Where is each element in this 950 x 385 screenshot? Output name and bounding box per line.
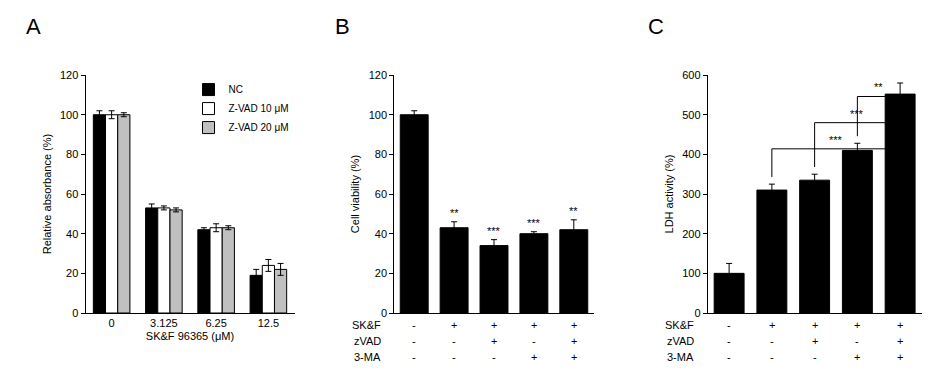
svg-text:+: + — [571, 351, 577, 363]
svg-text:40: 40 — [375, 228, 387, 240]
svg-text:***: *** — [527, 217, 541, 229]
svg-text:0: 0 — [72, 307, 78, 319]
svg-text:zVAD: zVAD — [667, 335, 694, 347]
svg-text:+: + — [531, 319, 537, 331]
svg-text:-: - — [727, 351, 731, 363]
svg-text:600: 600 — [682, 69, 700, 81]
svg-text:500: 500 — [682, 109, 700, 121]
svg-text:***: *** — [850, 108, 864, 120]
svg-text:-: - — [412, 335, 416, 347]
svg-text:**: ** — [450, 207, 459, 219]
svg-text:-: - — [770, 351, 774, 363]
svg-text:+: + — [897, 319, 903, 331]
svg-text:+: + — [451, 319, 457, 331]
svg-text:**: ** — [874, 81, 883, 93]
svg-text:80: 80 — [375, 148, 387, 160]
svg-text:-: - — [855, 335, 859, 347]
svg-text:3-MA: 3-MA — [354, 351, 381, 363]
svg-text:60: 60 — [66, 188, 78, 200]
svg-text:100: 100 — [60, 109, 78, 121]
svg-text:200: 200 — [682, 228, 700, 240]
svg-text:-: - — [770, 335, 774, 347]
svg-text:+: + — [531, 351, 537, 363]
svg-text:100: 100 — [369, 109, 387, 121]
svg-text:NC: NC — [229, 84, 243, 95]
svg-text:Z-VAD 10 μM: Z-VAD 10 μM — [229, 103, 289, 114]
svg-text:+: + — [854, 351, 860, 363]
svg-text:-: - — [532, 335, 536, 347]
svg-text:C: C — [648, 14, 664, 39]
svg-text:**: ** — [569, 205, 578, 217]
svg-text:B: B — [335, 14, 350, 39]
svg-text:***: *** — [829, 134, 843, 146]
svg-text:120: 120 — [369, 69, 387, 81]
svg-text:LDH activity (%): LDH activity (%) — [663, 155, 675, 234]
svg-text:+: + — [812, 335, 818, 347]
svg-text:100: 100 — [682, 267, 700, 279]
svg-text:60: 60 — [375, 188, 387, 200]
svg-text:+: + — [769, 319, 775, 331]
svg-text:-: - — [727, 319, 731, 331]
svg-text:+: + — [897, 335, 903, 347]
svg-text:-: - — [492, 351, 496, 363]
svg-text:3.125: 3.125 — [150, 317, 178, 329]
svg-text:+: + — [571, 335, 577, 347]
svg-text:400: 400 — [682, 148, 700, 160]
svg-text:80: 80 — [66, 148, 78, 160]
svg-text:zVAD: zVAD — [354, 335, 381, 347]
svg-text:+: + — [897, 351, 903, 363]
svg-text:-: - — [452, 351, 456, 363]
svg-text:-: - — [452, 335, 456, 347]
svg-text:40: 40 — [66, 228, 78, 240]
svg-text:+: + — [491, 335, 497, 347]
svg-text:Cell viability (%): Cell viability (%) — [349, 155, 361, 233]
svg-text:20: 20 — [66, 267, 78, 279]
svg-text:-: - — [813, 351, 817, 363]
svg-text:Z-VAD 20 μM: Z-VAD 20 μM — [229, 122, 289, 133]
svg-text:+: + — [491, 319, 497, 331]
svg-text:-: - — [727, 335, 731, 347]
svg-text:12.5: 12.5 — [258, 317, 279, 329]
svg-text:A: A — [26, 14, 41, 39]
svg-text:20: 20 — [375, 267, 387, 279]
svg-text:0: 0 — [109, 317, 115, 329]
svg-text:0: 0 — [694, 307, 700, 319]
svg-text:SK&F: SK&F — [665, 319, 694, 331]
svg-text:SK&F 96365 (μM): SK&F 96365 (μM) — [146, 330, 234, 342]
svg-text:300: 300 — [682, 188, 700, 200]
svg-text:+: + — [812, 319, 818, 331]
svg-text:-: - — [412, 351, 416, 363]
svg-text:6.25: 6.25 — [205, 317, 226, 329]
svg-text:SK&F: SK&F — [352, 319, 381, 331]
svg-text:Relative absorbance (%): Relative absorbance (%) — [41, 134, 53, 254]
svg-text:-: - — [412, 319, 416, 331]
svg-text:3-MA: 3-MA — [667, 351, 694, 363]
svg-text:0: 0 — [381, 307, 387, 319]
svg-text:+: + — [571, 319, 577, 331]
svg-text:***: *** — [487, 225, 501, 237]
svg-text:120: 120 — [60, 69, 78, 81]
svg-text:+: + — [854, 319, 860, 331]
